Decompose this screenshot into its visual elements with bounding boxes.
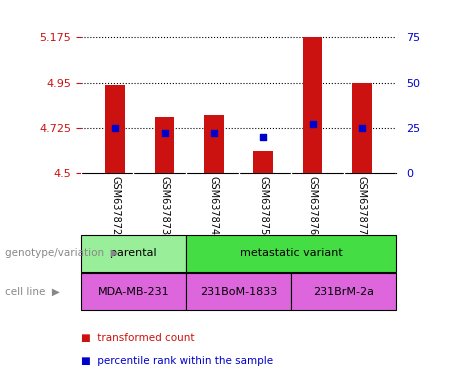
- Text: MDA-MB-231: MDA-MB-231: [97, 287, 169, 297]
- Bar: [352, 83, 372, 173]
- Text: GSM637875: GSM637875: [258, 176, 268, 235]
- Bar: [254, 151, 273, 173]
- Bar: [204, 115, 224, 173]
- Bar: [186, 235, 396, 272]
- Text: GSM637874: GSM637874: [209, 176, 219, 235]
- Point: [358, 125, 366, 131]
- Text: GSM637872: GSM637872: [110, 176, 120, 235]
- Point: [210, 130, 218, 136]
- Text: 231BoM-1833: 231BoM-1833: [200, 287, 277, 297]
- Text: GSM637876: GSM637876: [307, 176, 318, 235]
- Text: genotype/variation  ▶: genotype/variation ▶: [5, 248, 118, 258]
- Text: ■  transformed count: ■ transformed count: [81, 333, 194, 343]
- Bar: [186, 273, 291, 310]
- Text: cell line  ▶: cell line ▶: [5, 287, 59, 297]
- Text: GSM637873: GSM637873: [160, 176, 170, 235]
- Text: 231BrM-2a: 231BrM-2a: [313, 287, 374, 297]
- Point: [112, 125, 119, 131]
- Point: [161, 130, 168, 136]
- Text: metastatic variant: metastatic variant: [240, 248, 343, 258]
- Bar: [106, 84, 125, 173]
- Bar: [155, 117, 174, 173]
- Bar: [81, 235, 186, 272]
- Text: ■  percentile rank within the sample: ■ percentile rank within the sample: [81, 356, 273, 366]
- Bar: [303, 38, 322, 173]
- Bar: [81, 273, 186, 310]
- Text: GSM637877: GSM637877: [357, 176, 367, 235]
- Text: parental: parental: [110, 248, 157, 258]
- Point: [309, 121, 316, 127]
- Point: [260, 134, 267, 140]
- Bar: [291, 273, 396, 310]
